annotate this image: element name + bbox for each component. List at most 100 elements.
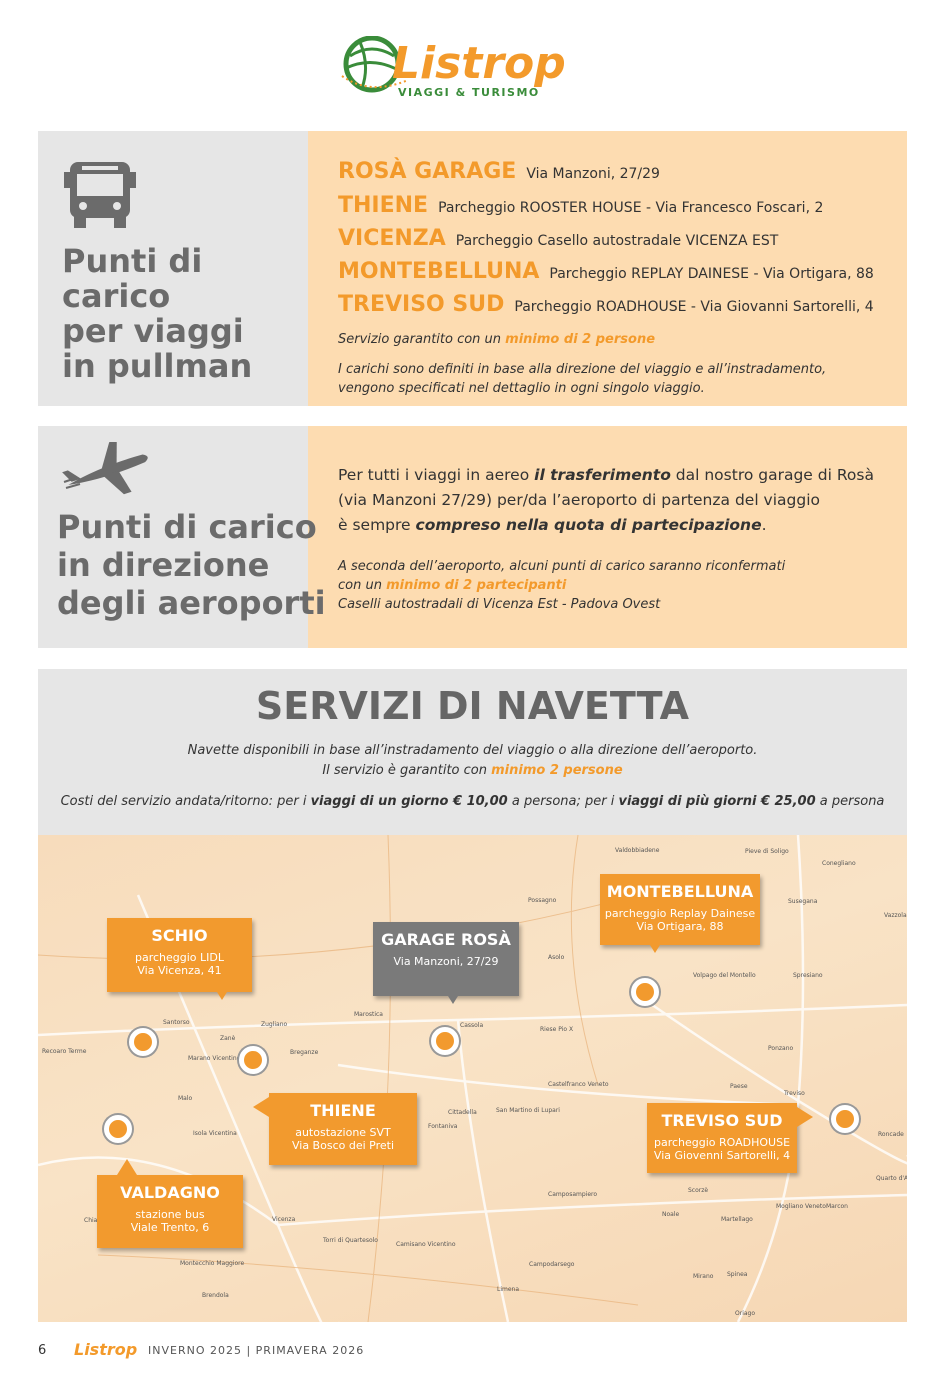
text: A seconda dell’aeroporto, alcuni punti d… (338, 559, 786, 574)
stop-address: Parcheggio REPLAY DAINESE - Via Ortigara… (549, 266, 874, 282)
stop: TREVISO SUD Parcheggio ROADHOUSE - Via Gi… (338, 292, 874, 317)
marker-line: stazione bus (135, 1208, 205, 1221)
stop-address: Via Manzoni, 27/29 (526, 166, 660, 182)
marker-line: Via Vicenza, 41 (137, 964, 222, 977)
stop: MONTEBELLUNA Parcheggio REPLAY DAINESE - … (338, 259, 874, 284)
marker-title: GARAGE ROSÀ (381, 930, 511, 949)
place-label: Mirano (693, 1273, 714, 1280)
place-label: Cittadella (448, 1109, 477, 1116)
title-line: Punti di (62, 242, 203, 280)
plane-title: Punti di carico in direzione degli aeropor… (57, 508, 326, 622)
bus-note: I carichi sono definiti in base alla dir… (338, 360, 826, 398)
plane-info-panel (308, 426, 907, 648)
marker-tail (443, 988, 463, 1014)
marker-title: THIENE (310, 1101, 376, 1120)
map-marker: TREVISO SUD parcheggio ROADHOUSE Via Giove… (647, 1103, 813, 1173)
map-pin (831, 1105, 859, 1133)
text: a persona (815, 794, 885, 809)
place-label: Oriago (735, 1310, 756, 1317)
stop-name: ROSÀ GARAGE (338, 159, 517, 184)
place-label: Castelfranco Veneto (548, 1081, 609, 1088)
guarantee: Servizio garantito con un minimo di 2 pe… (338, 332, 655, 347)
highlight: minimo 2 persone (491, 763, 623, 778)
place-label: Recoaro Terme (42, 1048, 87, 1055)
highlight: viaggi di un giorno € 10,00 (310, 794, 508, 809)
bus-title: Punti di carico per viaggi in pullman (62, 244, 252, 384)
place-label: Spinea (727, 1271, 748, 1278)
logo-globe (341, 36, 409, 93)
marker-line: parcheggio Replay Dainese (604, 907, 756, 920)
place-label: Malo (178, 1095, 193, 1102)
place-label: Vazzola (884, 912, 907, 919)
stop-name: THIENE (338, 193, 429, 218)
map-roads (38, 835, 907, 1322)
place-label: San Martino di Lupari (496, 1107, 560, 1114)
stop-name: TREVISO SUD (338, 292, 505, 317)
footer-brand: Listrop (74, 1340, 138, 1359)
marker-title: MONTEBELLUNA (606, 882, 754, 901)
place-label: Quarto d'Altino (876, 1175, 907, 1182)
place-label: Marostica (354, 1011, 383, 1018)
place-label: Treviso (784, 1090, 805, 1097)
stop: THIENE Parcheggio ROOSTER HOUSE - Via Fra… (338, 193, 823, 218)
place-label: Isola Vicentina (193, 1130, 237, 1137)
marker-line: Via Bosco dei Preti (291, 1139, 395, 1152)
text: (via Manzoni 27/29) per/da l’aeroporto d… (338, 491, 820, 509)
map-pin (431, 1027, 459, 1055)
marker-line: Via Ortigara, 88 (636, 920, 724, 933)
map-marker: SCHIO parcheggio LIDL Via Vicenza, 41 (107, 918, 252, 1000)
place-label: Mogliano Veneto (776, 1203, 826, 1210)
place-label: Torri di Quartesolo (323, 1237, 378, 1244)
place-label: Camposampiero (548, 1191, 598, 1198)
text: . (761, 516, 767, 534)
map-pin (631, 978, 659, 1006)
text: Il servizio è garantito con (322, 763, 492, 778)
place-label: Riese Pio X (540, 1026, 574, 1033)
text: Servizio garantito con un (338, 332, 506, 347)
place-label: Santorso (163, 1019, 190, 1026)
place-label: Campodarsego (529, 1261, 575, 1268)
marker-title: VALDAGNO (120, 1183, 220, 1202)
stop-address: Parcheggio ROOSTER HOUSE - Via Francesco… (438, 200, 824, 216)
map-marker: THIENE autostazione SVT Via Bosco dei Pret… (253, 1093, 417, 1165)
marker-tail (645, 937, 665, 963)
marker-line: autostazione SVT (295, 1126, 391, 1139)
title-line: per viaggi (62, 312, 244, 350)
map-marker: GARAGE ROSÀ Via Manzoni, 27/29 (373, 922, 519, 1004)
stop: VICENZA Parcheggio Casello autostradale V… (338, 226, 778, 251)
place-label: Noale (662, 1211, 680, 1218)
place-label: Ponzano (768, 1045, 794, 1052)
page-number: 6 (38, 1343, 47, 1358)
stop: ROSÀ GARAGE Via Manzoni, 27/29 (338, 159, 660, 184)
text: è sempre (338, 516, 416, 534)
logo-name: Listrop (392, 38, 566, 89)
shuttle-title: SERVIZI DI NAVETTA (255, 684, 690, 728)
place-label: Fontaniva (428, 1123, 458, 1130)
place-label: Susegana (788, 898, 818, 905)
place-label: Chia (84, 1217, 98, 1224)
plane-icon (62, 442, 148, 495)
place-label: Marcon (826, 1203, 848, 1210)
map-marker: VALDAGNO stazione bus Viale Trento, 6 (97, 1159, 243, 1248)
text: con un (338, 578, 387, 593)
marker-line: Via Manzoni, 27/29 (393, 955, 499, 968)
title-line: in direzione (57, 546, 270, 584)
map-pin (129, 1028, 157, 1056)
place-label: Zugliano (261, 1021, 288, 1028)
marker-title: TREVISO SUD (661, 1111, 783, 1130)
highlight: minimo di 2 persone (505, 332, 656, 347)
place-label: Montecchio Maggiore (180, 1260, 245, 1267)
marker-line: Via Giovenni Sartorelli, 4 (653, 1149, 791, 1162)
marker-tail (117, 1149, 137, 1175)
place-label: Cassola (460, 1022, 484, 1029)
place-label: Volpago del Montello (693, 972, 756, 979)
shuttle-panel (38, 669, 907, 835)
place-label: Conegliano (822, 860, 856, 867)
marker-tail (212, 984, 232, 1010)
map-pin (104, 1115, 132, 1143)
title-line: Punti di carico (57, 508, 317, 546)
place-label: Camisano Vicentino (396, 1241, 456, 1248)
stop-address: Parcheggio ROADHOUSE - Via Giovanni Sart… (514, 299, 874, 315)
map: Valdobbiadene Pieve di Soligo Conegliano Po… (38, 835, 907, 1322)
